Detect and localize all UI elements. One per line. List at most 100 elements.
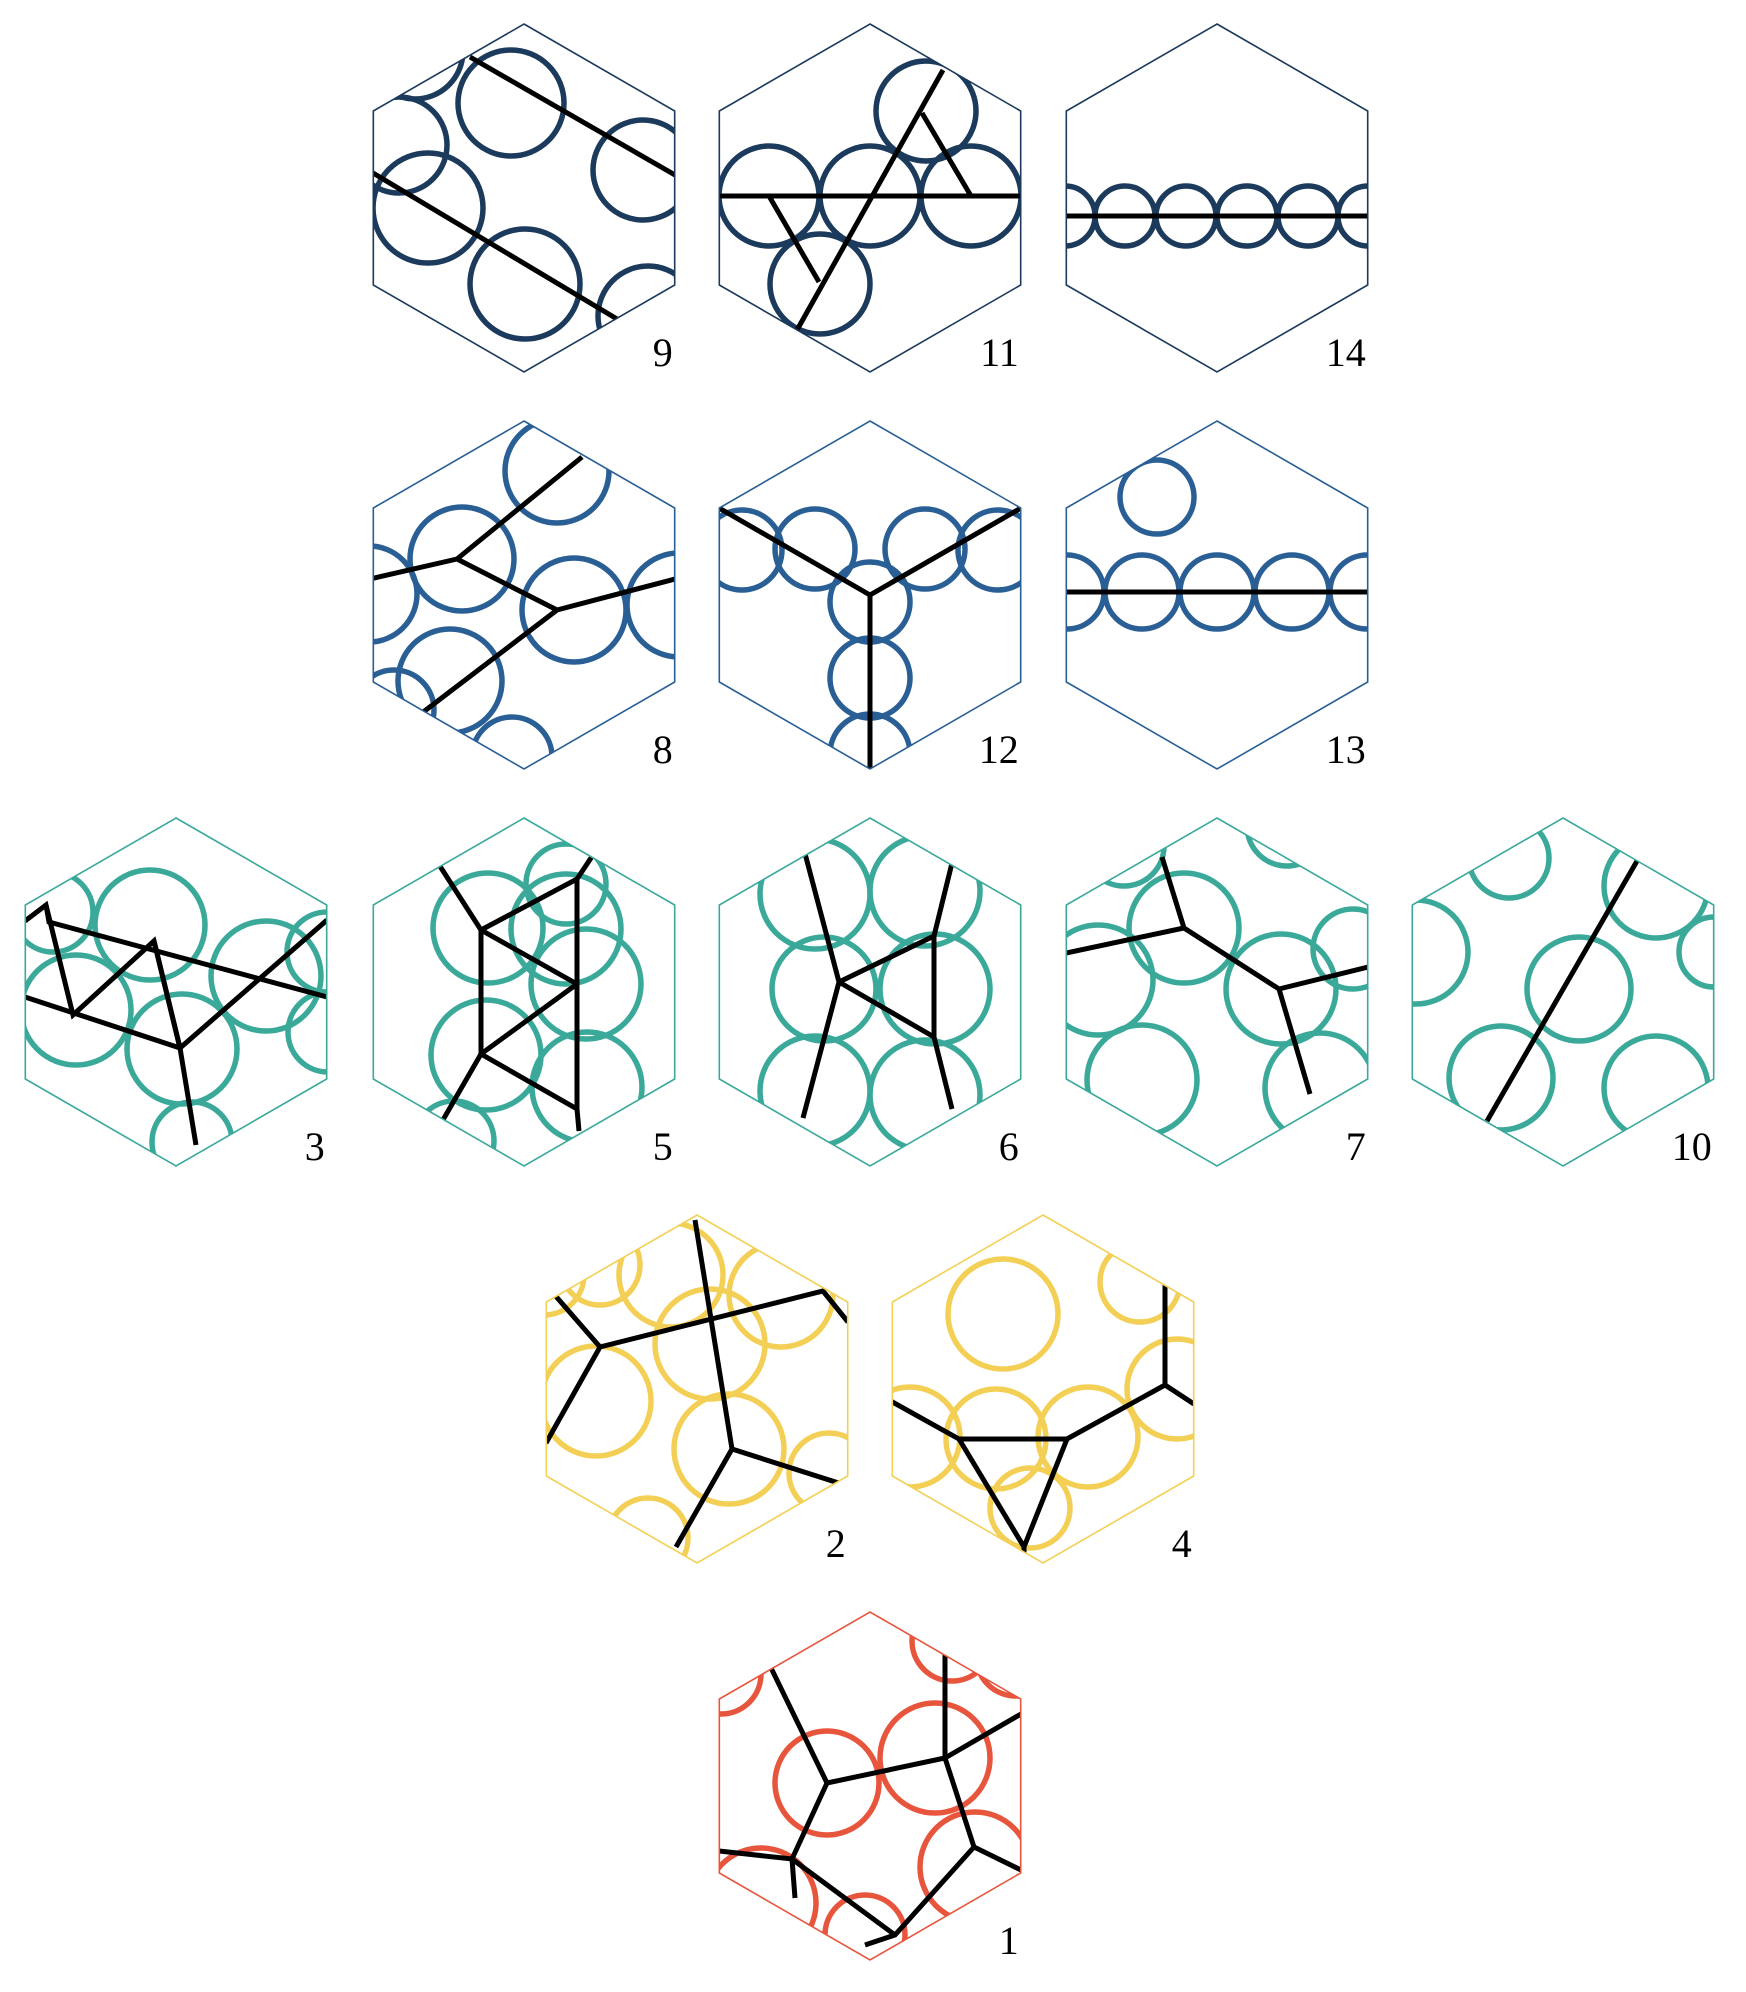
contact-graph-edge <box>468 54 675 178</box>
packing-circle <box>1466 818 1552 901</box>
packing-circle <box>1117 457 1197 537</box>
packing-circle <box>373 543 420 645</box>
hex-tile-2: 2 <box>545 1214 849 1566</box>
hexagon-outline <box>718 23 1022 373</box>
hexagon-outline <box>372 817 676 1167</box>
contact-graph-edge <box>892 1382 1167 1442</box>
tile-number-label: 10 <box>1672 1124 1712 1169</box>
contact-graph-edge <box>546 1345 603 1445</box>
packing-circle <box>769 934 879 1044</box>
packing-circle <box>1126 870 1242 986</box>
packing-circle <box>719 1631 764 1717</box>
packing-circle <box>1446 1023 1556 1133</box>
contact-graph-edge <box>800 845 842 1119</box>
packing-circle <box>987 1465 1073 1551</box>
packing-circle <box>955 507 1021 593</box>
contact-graph-edge <box>931 862 955 1110</box>
contact-graph-edge <box>1276 988 1313 1095</box>
packing-circle <box>508 871 624 987</box>
contact-graph-edge <box>546 1283 848 1350</box>
contact-graph-edge <box>25 994 199 1146</box>
hex-tile-9: 9 <box>372 23 676 375</box>
hex-tile-7: 7 <box>1065 817 1369 1169</box>
contact-graph-edge <box>416 608 559 718</box>
packing-circle <box>909 1612 995 1684</box>
tile-number-label: 2 <box>826 1521 846 1566</box>
hex-tile-8: 8 <box>372 420 676 772</box>
packing-circle <box>1081 818 1167 889</box>
packing-circle <box>455 47 567 159</box>
packing-circle <box>523 841 609 927</box>
hexagon-outline <box>718 420 1022 770</box>
packing-circle <box>772 506 858 592</box>
contact-graph-edge <box>43 904 327 1000</box>
packing-circle <box>877 1700 993 1816</box>
tile-contents <box>1412 818 1714 1143</box>
packing-circle <box>519 555 629 665</box>
packing-circle <box>624 550 675 660</box>
contact-graph-edge <box>919 111 974 198</box>
hexagon-outline <box>372 420 676 770</box>
tile-number-label: 5 <box>653 1124 673 1169</box>
contact-graph-edge <box>1484 859 1640 1123</box>
contact-graph-edge <box>790 1856 897 1938</box>
tile-number-label: 3 <box>305 1124 325 1169</box>
contact-graph-edge <box>789 1858 798 1899</box>
hexagon-outline <box>1065 420 1369 770</box>
contact-graph-edge <box>373 167 619 322</box>
packing-circle <box>395 626 505 736</box>
tile-number-label: 4 <box>1172 1521 1192 1566</box>
tile-number-label: 8 <box>653 727 673 772</box>
packing-circle <box>719 507 785 593</box>
contact-graph-edge <box>433 858 484 1134</box>
contact-graph-edge <box>731 1446 848 1489</box>
hex-tile-12: 12 <box>718 420 1022 772</box>
hexagon-outline <box>1411 817 1715 1167</box>
packing-circle <box>1223 931 1339 1047</box>
tile-contents <box>546 1219 848 1563</box>
packing-circle <box>528 926 644 1042</box>
tile-number-label: 14 <box>1326 330 1366 375</box>
packing-circle <box>867 833 983 949</box>
tile-contents <box>1066 457 1368 632</box>
contact-graph-edge <box>766 194 822 284</box>
tile-contents <box>373 818 645 1166</box>
contact-graph-edge <box>479 981 579 1057</box>
hexagon-outline <box>1065 23 1369 373</box>
packing-circle <box>882 506 968 592</box>
packing-circle <box>285 989 327 1075</box>
contact-graph-edge <box>794 68 946 332</box>
packing-circle <box>373 94 450 196</box>
packing-circle <box>1412 897 1471 1007</box>
packing-circle <box>557 1222 643 1308</box>
packing-circle <box>973 1613 1021 1699</box>
contact-graph-edge <box>455 556 559 613</box>
hex-tile-1: 1 <box>718 1611 1022 1963</box>
tile-number-label: 1 <box>999 1918 1019 1963</box>
packing-circle <box>373 818 447 875</box>
tile-number-label: 13 <box>1326 727 1366 772</box>
packing-circle <box>945 1256 1061 1372</box>
packing-circle <box>873 58 979 164</box>
tile-contents <box>719 58 1021 337</box>
contact-graph-edge <box>719 505 872 598</box>
packing-circle <box>590 117 675 223</box>
tile-contents <box>757 833 993 1153</box>
packing-circle <box>469 714 555 769</box>
packing-circle <box>92 867 208 983</box>
hex-tile-5: 5 <box>372 817 676 1169</box>
packing-circle <box>726 1240 836 1350</box>
packing-circle <box>1124 1336 1194 1442</box>
packing-circle <box>767 231 873 337</box>
tile-contents <box>719 505 1021 769</box>
contact-graph-edge <box>1182 925 1368 992</box>
contact-graph-edge <box>868 505 1021 598</box>
hexagon-outline <box>372 23 676 373</box>
hex-tile-3: 3 <box>24 817 328 1169</box>
hexagon-outline <box>24 817 328 1167</box>
packing-circle <box>502 421 612 526</box>
tile-number-label: 6 <box>999 1124 1019 1169</box>
tile-number-label: 9 <box>653 330 673 375</box>
packing-circle <box>25 952 134 1068</box>
